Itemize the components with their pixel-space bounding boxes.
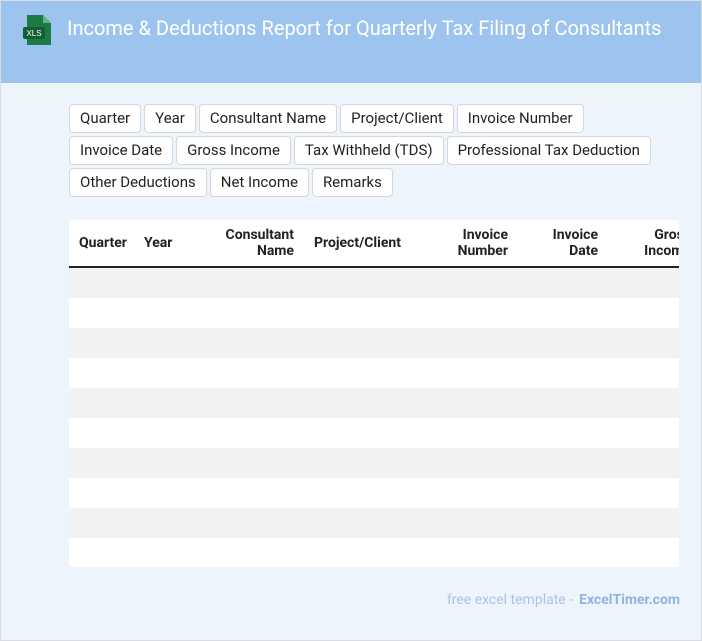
field-chip[interactable]: Net Income [210,168,309,197]
field-chip[interactable]: Tax Withheld (TDS) [294,136,444,165]
column-header: Gross Income [608,220,679,267]
column-header: Year [134,220,201,267]
column-header: Quarter [69,220,134,267]
title: Income & Deductions Report for Quarterly… [22,14,662,43]
field-chip[interactable]: Remarks [312,168,393,197]
table-container: QuarterYearConsultant NameProject/Client… [69,220,679,567]
field-chip[interactable]: Gross Income [176,136,291,165]
table: QuarterYearConsultant NameProject/Client… [69,220,679,567]
field-chip[interactable]: Invoice Date [69,136,173,165]
header: XLS Income & Deductions Report for Quart… [1,1,701,83]
field-chip[interactable]: Other Deductions [69,168,207,197]
field-chip[interactable]: Year [144,104,196,133]
field-chips: QuarterYearConsultant NameProject/Client… [69,104,689,197]
field-chip[interactable]: Professional Tax Deduction [447,136,651,165]
column-header: Invoice Number [421,220,518,267]
field-chip[interactable]: Project/Client [340,104,454,133]
field-chip[interactable]: Consultant Name [199,104,337,133]
table-body [69,267,679,567]
footer-link[interactable]: ExcelTimer.com [579,592,680,608]
footer: free excel template - ExcelTimer.com [447,592,680,608]
footer-text: free excel template - [447,592,573,608]
table-header: QuarterYearConsultant NameProject/Client… [69,220,679,267]
column-header: Invoice Date [518,220,608,267]
column-header: Consultant Name [201,220,304,267]
column-header: Project/Client [304,220,421,267]
field-chip[interactable]: Invoice Number [457,104,584,133]
field-chip[interactable]: Quarter [69,104,141,133]
